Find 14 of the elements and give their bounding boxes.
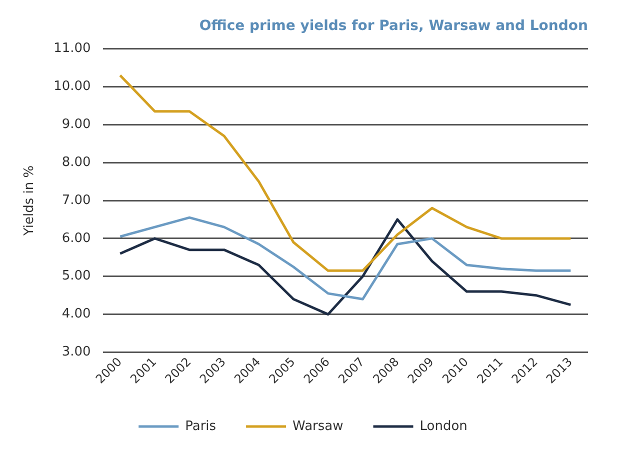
legend-label: Paris: [185, 418, 216, 434]
y-tick-label: 5.00: [62, 268, 91, 284]
y-tick-label: 7.00: [62, 192, 91, 208]
y-tick-label: 3.00: [62, 344, 91, 360]
y-tick-label: 11.00: [54, 41, 91, 56]
y-tick-label: 10.00: [54, 79, 91, 94]
y-axis-title: Yields in %: [22, 165, 38, 237]
legend-label: Warsaw: [292, 418, 344, 434]
y-tick-label: 6.00: [62, 230, 91, 246]
y-tick-label: 4.00: [62, 306, 91, 322]
y-tick-label: 9.00: [62, 117, 91, 132]
chart-title: Office prime yields for Paris, Warsaw and London: [199, 18, 588, 34]
y-tick-label: 8.00: [62, 154, 91, 170]
legend-label: London: [420, 418, 468, 434]
